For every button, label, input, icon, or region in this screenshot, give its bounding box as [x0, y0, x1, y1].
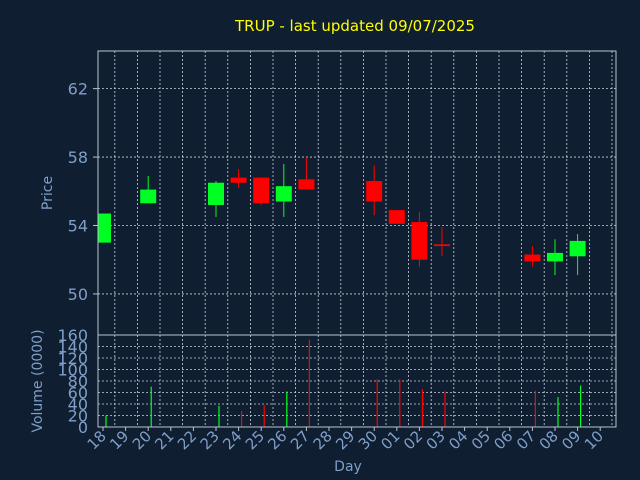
volume-frame	[97, 334, 617, 428]
price-axis-label: Price	[40, 176, 56, 210]
candle-07	[524, 246, 541, 267]
candle-20	[140, 175, 157, 204]
x-tick-label: 10	[581, 427, 607, 453]
volume-tick-label: 80	[68, 372, 88, 391]
volume-grid	[98, 334, 616, 428]
price-tick-label: 54	[68, 217, 88, 236]
price-panel: 50 54 58 62 Price	[40, 50, 617, 336]
candle-body	[230, 177, 247, 183]
candle-26	[275, 163, 292, 217]
volume-tick-label: 40	[68, 395, 88, 414]
price-tick-label: 62	[68, 80, 88, 99]
candle-01	[388, 210, 405, 224]
candle-18	[98, 213, 111, 243]
candle-body	[140, 189, 157, 204]
price-frame	[97, 50, 617, 336]
candle-03	[434, 227, 450, 257]
x-axis-label: Day	[334, 459, 362, 475]
volume-tick-label: 0	[78, 418, 88, 437]
price-tick-label: 50	[68, 285, 88, 304]
volume-tick-label: 60	[68, 384, 88, 403]
price-tick-label: 58	[68, 148, 88, 167]
candle-body	[434, 244, 450, 247]
candle-body	[547, 252, 563, 262]
candle-body	[275, 186, 292, 202]
candle-08	[547, 239, 563, 276]
x-tick-labels: 1819202122232425262728293001020304050607…	[84, 427, 607, 453]
candle-27	[298, 157, 315, 190]
candle-body	[569, 240, 586, 257]
volume-bars	[105, 339, 582, 427]
candle-23	[208, 181, 224, 217]
candle-body	[388, 210, 405, 224]
volume-axis-label: Volume (0000)	[30, 329, 46, 432]
candle-body	[208, 182, 224, 205]
candle-24	[230, 169, 247, 188]
volume-tick-label: 120	[57, 349, 88, 368]
volume-tick-label: 160	[57, 326, 88, 345]
price-y-ticks: 50 54 58 62	[68, 80, 88, 304]
candle-25	[253, 177, 270, 205]
candle-body	[524, 254, 541, 262]
candle-body	[366, 181, 383, 202]
candle-09	[569, 234, 586, 276]
candle-30	[366, 165, 383, 216]
candle-body	[98, 213, 111, 243]
price-grid	[93, 51, 616, 335]
candle-body	[411, 222, 428, 260]
volume-tick-label: 100	[57, 361, 88, 380]
candle-02	[411, 211, 428, 267]
chart-title: TRUP - last updated 09/07/2025	[234, 17, 475, 35]
volume-tick-label: 140	[57, 338, 88, 357]
volume-tick-label: 20	[68, 407, 88, 426]
candlesticks	[98, 157, 586, 276]
candle-body	[298, 179, 315, 190]
candle-body	[253, 177, 270, 204]
